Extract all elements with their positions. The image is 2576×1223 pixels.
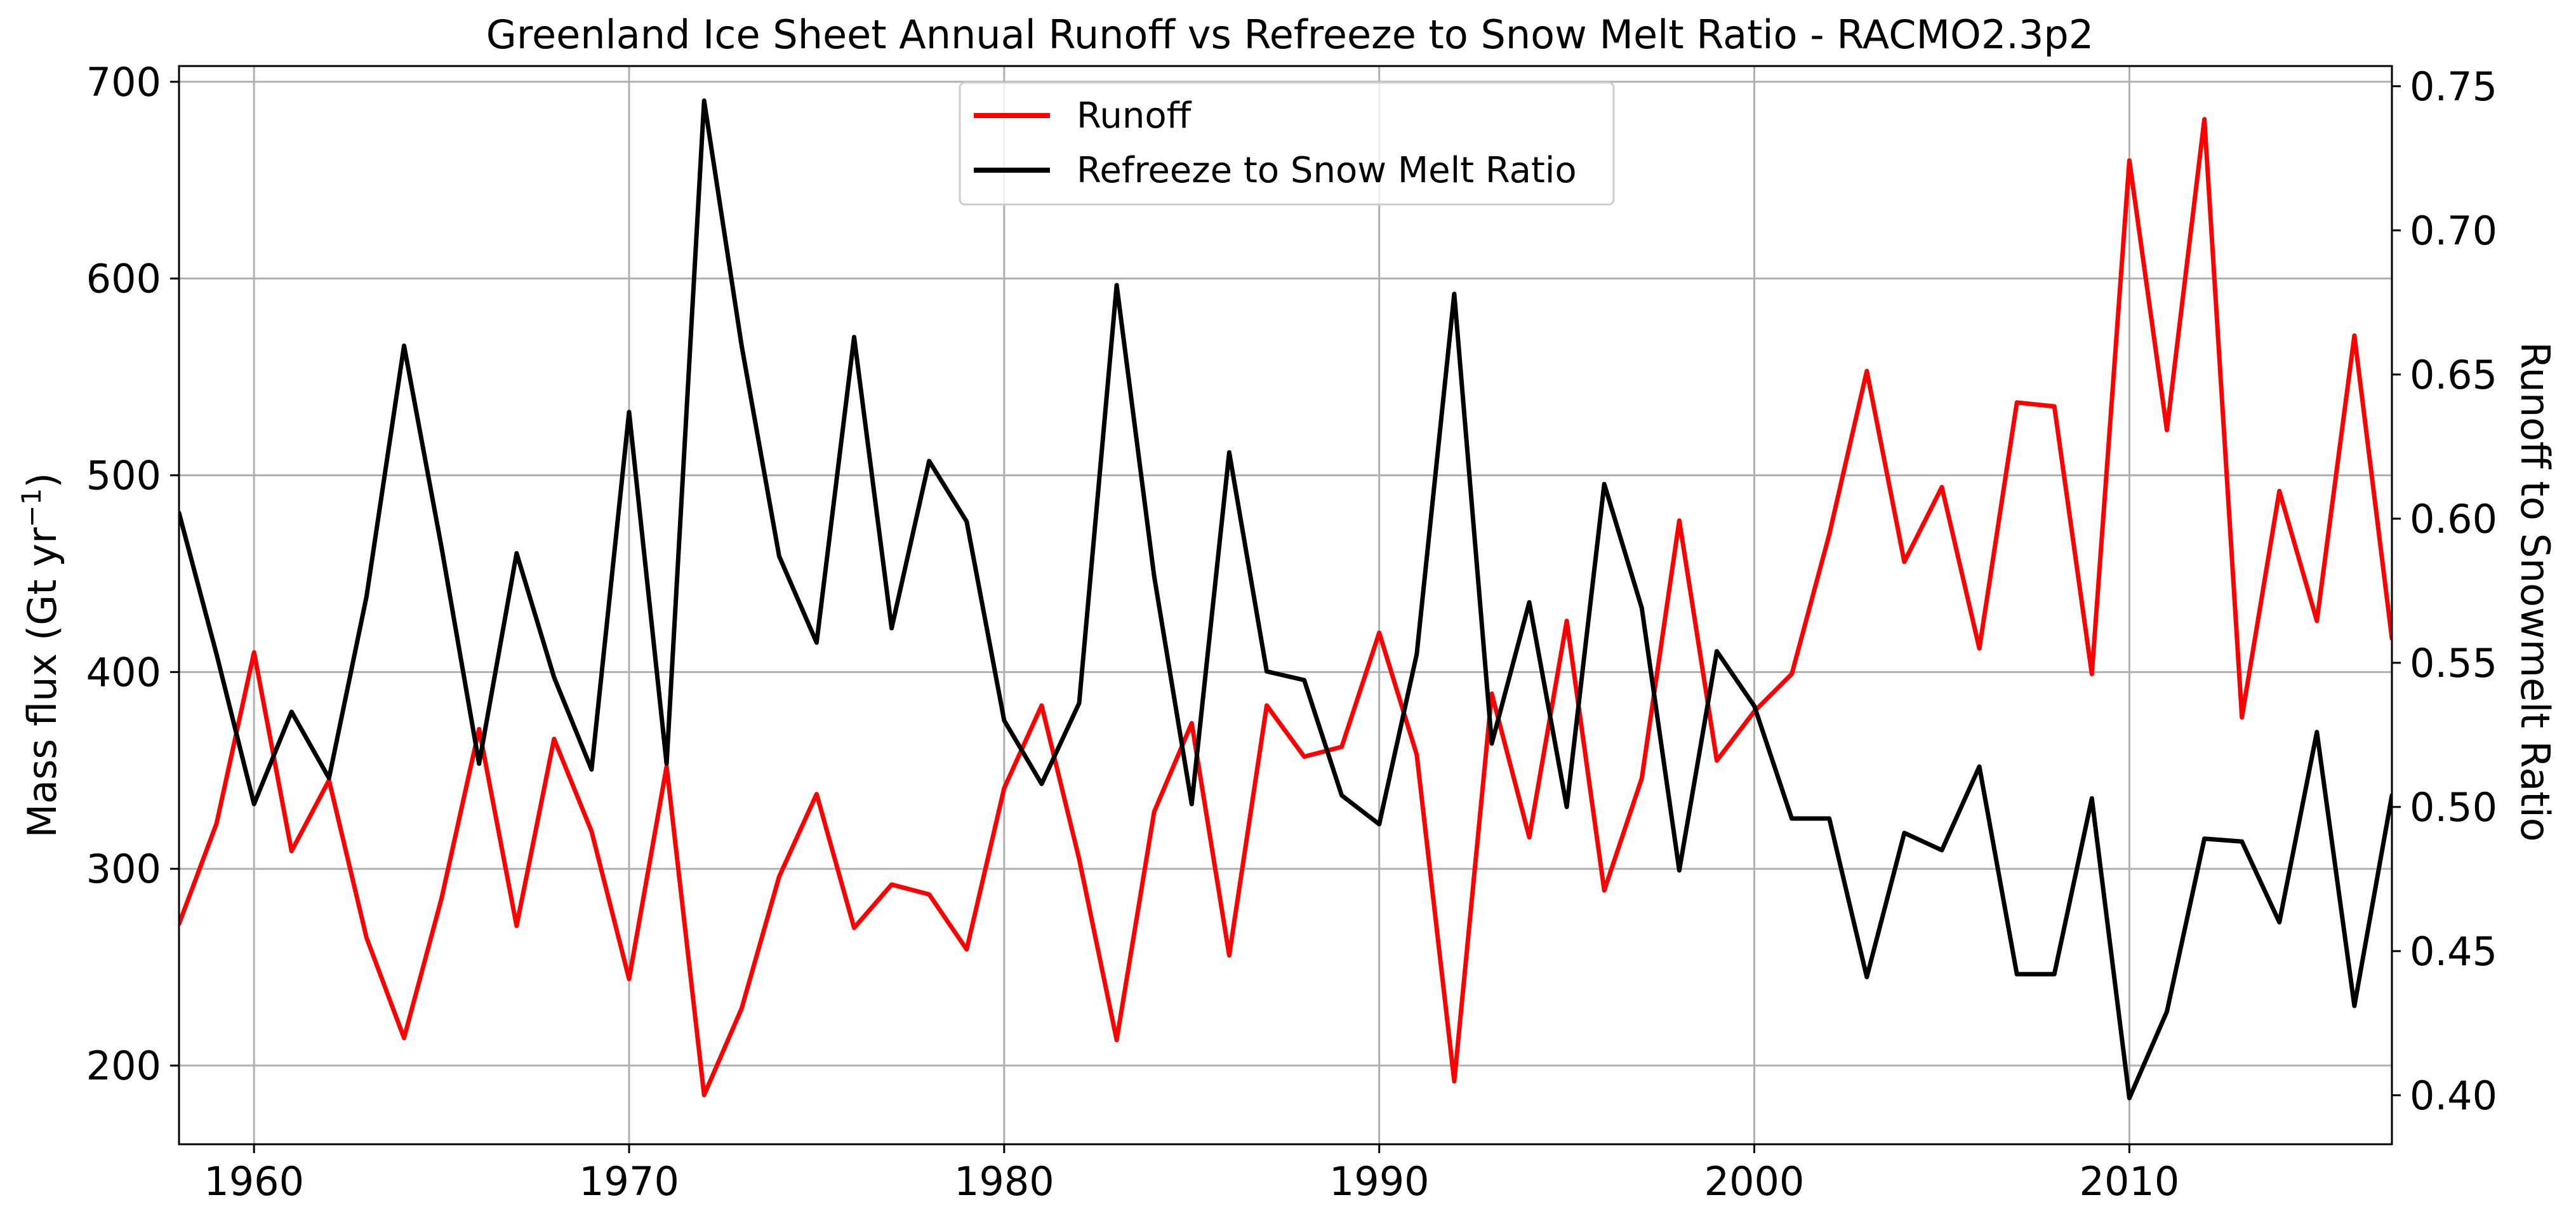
y-right-tick-label: 0.50	[2410, 784, 2497, 831]
y-axis-right: 0.40 0.45 0.50 0.55 0.60 0.65 0.70 0.75	[2392, 63, 2497, 1119]
chart-title: Greenland Ice Sheet Annual Runoff vs Ref…	[486, 11, 2094, 58]
y-right-tick-label: 0.55	[2410, 640, 2497, 686]
y-left-tick-label: 400	[86, 649, 161, 695]
plot-frame	[178, 65, 2393, 1146]
x-tick-label: 2010	[2080, 1158, 2180, 1205]
y-axis-left-label-main: Mass flux (Gt yr	[19, 527, 65, 838]
y-right-tick-label: 0.70	[2410, 208, 2497, 254]
y-axis-left-label: Mass flux (Gt yr−1)	[16, 472, 65, 838]
plot-lines	[179, 98, 2392, 1100]
x-tick-label: 1970	[579, 1158, 679, 1205]
x-tick-label: 1990	[1329, 1158, 1430, 1205]
x-tick-label: 2000	[1704, 1158, 1805, 1205]
series-line-refreeze-ratio	[179, 98, 2392, 1100]
legend: Runoff Refreeze to Snow Melt Ratio	[959, 81, 1615, 206]
y-axis-left: 200 300 400 500 600 700	[86, 59, 179, 1089]
y-right-tick-label: 0.60	[2410, 496, 2497, 542]
grid	[179, 66, 2392, 1144]
legend-label-runoff: Runoff	[1077, 95, 1192, 137]
y-left-tick-label: 200	[86, 1043, 161, 1089]
y-axis-left-label-superscript: −1	[16, 488, 47, 528]
x-tick-label: 1980	[954, 1158, 1054, 1205]
y-left-tick-label: 500	[86, 452, 161, 498]
y-left-tick-label: 600	[86, 256, 161, 302]
y-right-tick-label: 0.75	[2410, 63, 2497, 110]
y-axis-left-label-end: )	[19, 472, 65, 488]
series-line-runoff	[179, 117, 2392, 1097]
y-left-tick-label: 300	[86, 846, 161, 892]
y-right-tick-label: 0.45	[2410, 928, 2497, 975]
y-axis-right-label: Runoff to Snowmelt Ratio	[2512, 342, 2558, 841]
legend-frame	[959, 81, 1615, 206]
y-right-tick-label: 0.65	[2410, 352, 2497, 398]
legend-label-refreeze: Refreeze to Snow Melt Ratio	[1077, 150, 1577, 191]
x-axis: 1960 1970 1980 1990 2000 2010	[204, 1144, 2179, 1205]
x-tick-label: 1960	[204, 1158, 304, 1205]
y-left-tick-label: 700	[86, 59, 161, 105]
y-right-tick-label: 0.40	[2410, 1073, 2497, 1119]
